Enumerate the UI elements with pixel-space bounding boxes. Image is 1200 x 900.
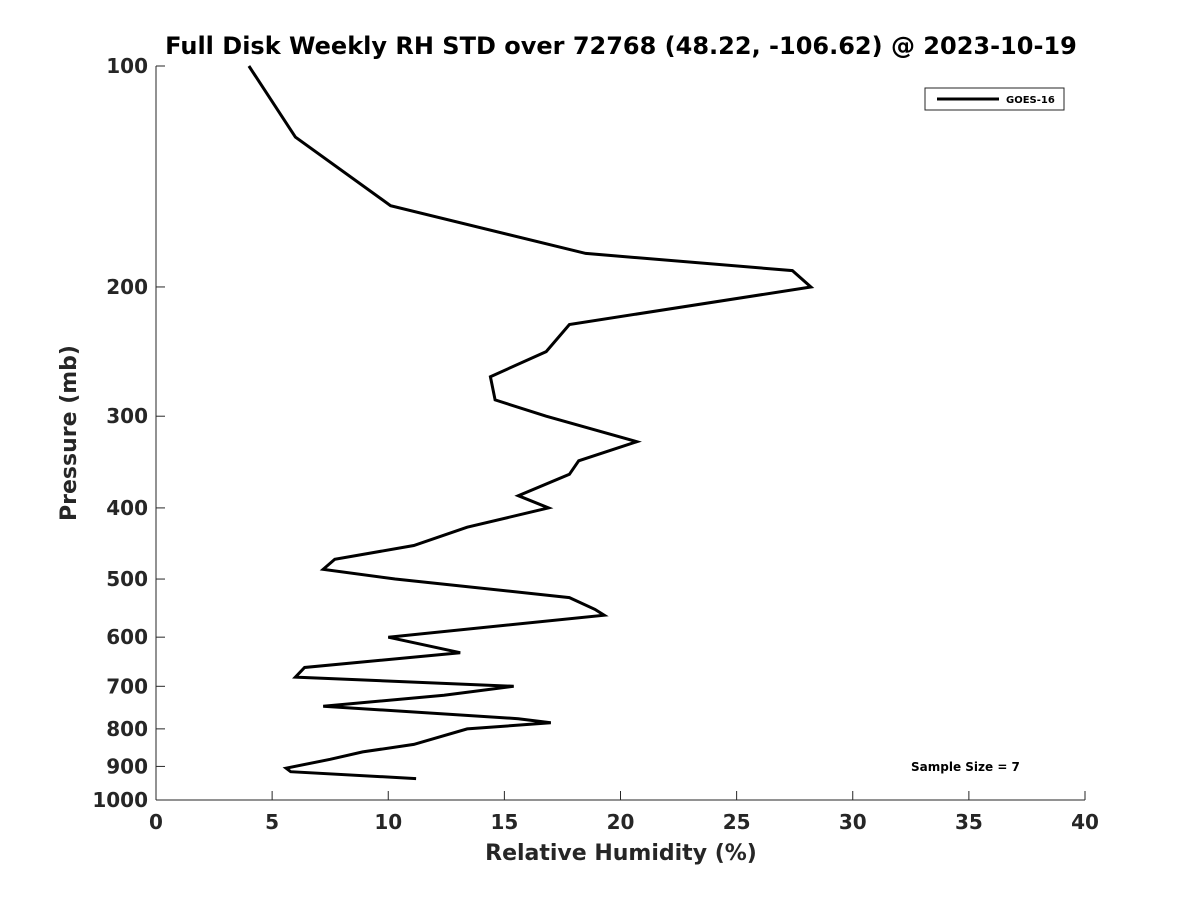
x-tick-label: 30 bbox=[839, 810, 867, 834]
y-axis-label: Pressure (mb) bbox=[57, 345, 82, 521]
x-axis-label: Relative Humidity (%) bbox=[485, 841, 757, 866]
x-tick-label: 0 bbox=[149, 810, 163, 834]
x-tick-label: 25 bbox=[723, 810, 751, 834]
x-tick-label: 10 bbox=[374, 810, 402, 834]
legend-label: GOES-16 bbox=[1006, 95, 1055, 106]
y-tick-label: 300 bbox=[106, 404, 148, 428]
x-tick-label: 35 bbox=[955, 810, 983, 834]
y-tick-label: 600 bbox=[106, 625, 148, 649]
y-tick-label: 800 bbox=[106, 717, 148, 741]
y-tick-label: 200 bbox=[106, 275, 148, 299]
y-tick-label: 900 bbox=[106, 754, 148, 778]
y-tick-label: 400 bbox=[106, 496, 148, 520]
legend: GOES-16 bbox=[924, 87, 1065, 111]
plot-area bbox=[247, 65, 815, 781]
x-tick-label: 20 bbox=[607, 810, 635, 834]
x-tick-label: 15 bbox=[490, 810, 518, 834]
y-tick-label: 500 bbox=[106, 567, 148, 591]
axes: 0 5 10 15 20 25 30 35 40 100 200 300 400 500 600 700 800… bbox=[92, 54, 1099, 834]
series-line bbox=[247, 65, 815, 781]
x-tick-label: 40 bbox=[1071, 810, 1099, 834]
y-tick-label: 100 bbox=[106, 54, 148, 78]
y-tick-label: 1000 bbox=[92, 788, 148, 812]
chart-title: Full Disk Weekly RH STD over 72768 (48.2… bbox=[165, 32, 1077, 60]
sample-size-annotation: Sample Size = 7 bbox=[911, 760, 1020, 774]
y-tick-label: 700 bbox=[106, 674, 148, 698]
x-tick-label: 5 bbox=[265, 810, 279, 834]
